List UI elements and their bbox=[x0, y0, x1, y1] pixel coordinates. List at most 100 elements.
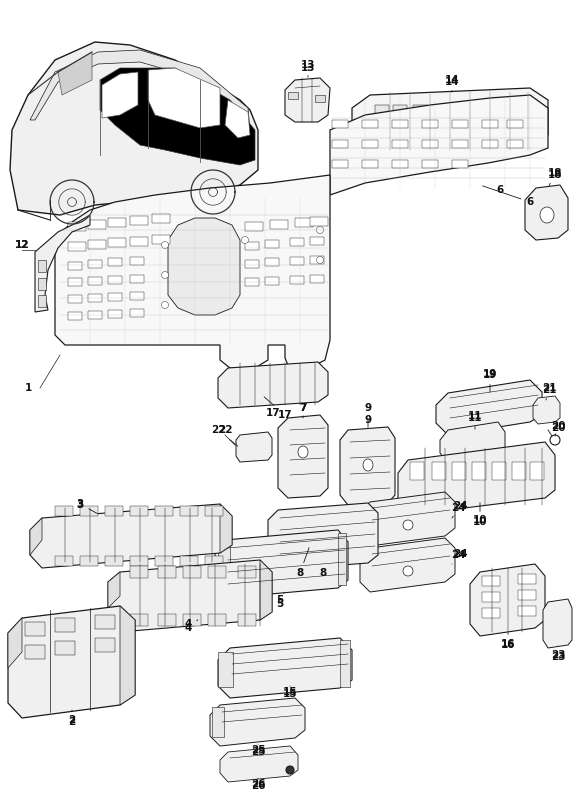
Bar bbox=[88, 294, 102, 302]
Bar bbox=[95, 615, 115, 629]
Bar bbox=[130, 216, 148, 225]
Bar bbox=[362, 140, 378, 148]
Bar bbox=[88, 260, 102, 268]
Bar bbox=[205, 556, 223, 566]
Bar bbox=[155, 506, 173, 516]
Text: 23: 23 bbox=[551, 646, 565, 662]
Text: 14: 14 bbox=[445, 77, 459, 87]
Bar bbox=[452, 462, 466, 480]
Bar bbox=[340, 640, 350, 687]
Text: 22: 22 bbox=[218, 425, 232, 435]
Bar bbox=[491, 105, 505, 127]
Polygon shape bbox=[285, 78, 330, 122]
Polygon shape bbox=[220, 746, 298, 782]
Bar bbox=[130, 614, 148, 626]
Bar bbox=[492, 462, 506, 480]
Bar bbox=[88, 240, 106, 249]
Bar bbox=[392, 160, 408, 168]
Polygon shape bbox=[215, 530, 348, 598]
Bar bbox=[265, 240, 279, 248]
Bar bbox=[80, 506, 98, 516]
Bar bbox=[152, 235, 170, 244]
Bar bbox=[288, 92, 298, 99]
Polygon shape bbox=[218, 362, 328, 408]
Bar bbox=[265, 277, 279, 285]
Polygon shape bbox=[218, 638, 352, 698]
Text: 6: 6 bbox=[483, 186, 533, 207]
Text: 8: 8 bbox=[319, 568, 327, 578]
Bar bbox=[290, 257, 304, 265]
Bar bbox=[180, 556, 198, 566]
Text: 13: 13 bbox=[301, 60, 315, 77]
Text: 13: 13 bbox=[301, 63, 315, 73]
Bar bbox=[80, 556, 98, 566]
Polygon shape bbox=[55, 175, 330, 370]
Polygon shape bbox=[30, 518, 42, 555]
Text: 8: 8 bbox=[297, 548, 309, 578]
Ellipse shape bbox=[403, 520, 413, 530]
Bar bbox=[212, 707, 224, 737]
Bar bbox=[511, 105, 525, 127]
Text: 10: 10 bbox=[473, 515, 487, 525]
Bar bbox=[108, 218, 126, 227]
Bar bbox=[530, 462, 544, 480]
Bar bbox=[205, 506, 223, 516]
Text: 21: 21 bbox=[542, 385, 556, 395]
Text: 22: 22 bbox=[211, 425, 238, 446]
Bar bbox=[518, 590, 536, 600]
Bar bbox=[392, 140, 408, 148]
Bar bbox=[362, 120, 378, 128]
Ellipse shape bbox=[316, 257, 324, 264]
Bar bbox=[512, 462, 526, 480]
Polygon shape bbox=[440, 422, 505, 463]
Text: 4: 4 bbox=[184, 619, 192, 629]
Bar bbox=[218, 652, 233, 687]
Bar bbox=[55, 618, 75, 632]
Text: 17: 17 bbox=[266, 408, 281, 418]
Bar bbox=[518, 606, 536, 616]
Text: 24: 24 bbox=[452, 501, 467, 518]
Bar bbox=[238, 566, 256, 578]
Text: 17: 17 bbox=[264, 397, 292, 420]
Bar bbox=[310, 237, 324, 245]
Ellipse shape bbox=[161, 241, 169, 249]
Text: 26: 26 bbox=[251, 779, 266, 789]
Text: 26: 26 bbox=[251, 778, 266, 791]
Bar bbox=[310, 217, 328, 226]
Bar bbox=[393, 105, 407, 127]
Bar bbox=[482, 576, 500, 586]
Bar bbox=[108, 258, 122, 266]
Bar bbox=[108, 238, 126, 247]
Polygon shape bbox=[30, 50, 250, 130]
Bar bbox=[108, 276, 122, 284]
Polygon shape bbox=[340, 427, 395, 505]
Bar bbox=[338, 533, 346, 585]
Bar bbox=[68, 222, 86, 231]
Polygon shape bbox=[360, 538, 455, 592]
Ellipse shape bbox=[363, 459, 373, 471]
Bar bbox=[38, 295, 46, 307]
Text: 14: 14 bbox=[445, 75, 459, 92]
Bar bbox=[245, 222, 263, 231]
Bar bbox=[218, 544, 230, 584]
Bar bbox=[518, 574, 536, 584]
Polygon shape bbox=[120, 606, 135, 705]
Text: 15: 15 bbox=[283, 687, 297, 697]
Text: 11: 11 bbox=[468, 411, 482, 429]
Bar bbox=[245, 260, 259, 268]
Bar bbox=[452, 160, 468, 168]
Bar bbox=[55, 556, 73, 566]
Polygon shape bbox=[225, 100, 250, 138]
Bar bbox=[507, 120, 523, 128]
Text: 24: 24 bbox=[450, 550, 465, 560]
Bar bbox=[375, 105, 389, 127]
Text: 16: 16 bbox=[501, 639, 516, 649]
Bar bbox=[422, 160, 438, 168]
Bar bbox=[130, 506, 148, 516]
Bar bbox=[38, 278, 46, 290]
Bar bbox=[432, 462, 446, 480]
Polygon shape bbox=[330, 95, 548, 195]
Bar bbox=[55, 641, 75, 655]
Text: 20: 20 bbox=[551, 421, 565, 436]
Text: 24: 24 bbox=[450, 503, 465, 513]
